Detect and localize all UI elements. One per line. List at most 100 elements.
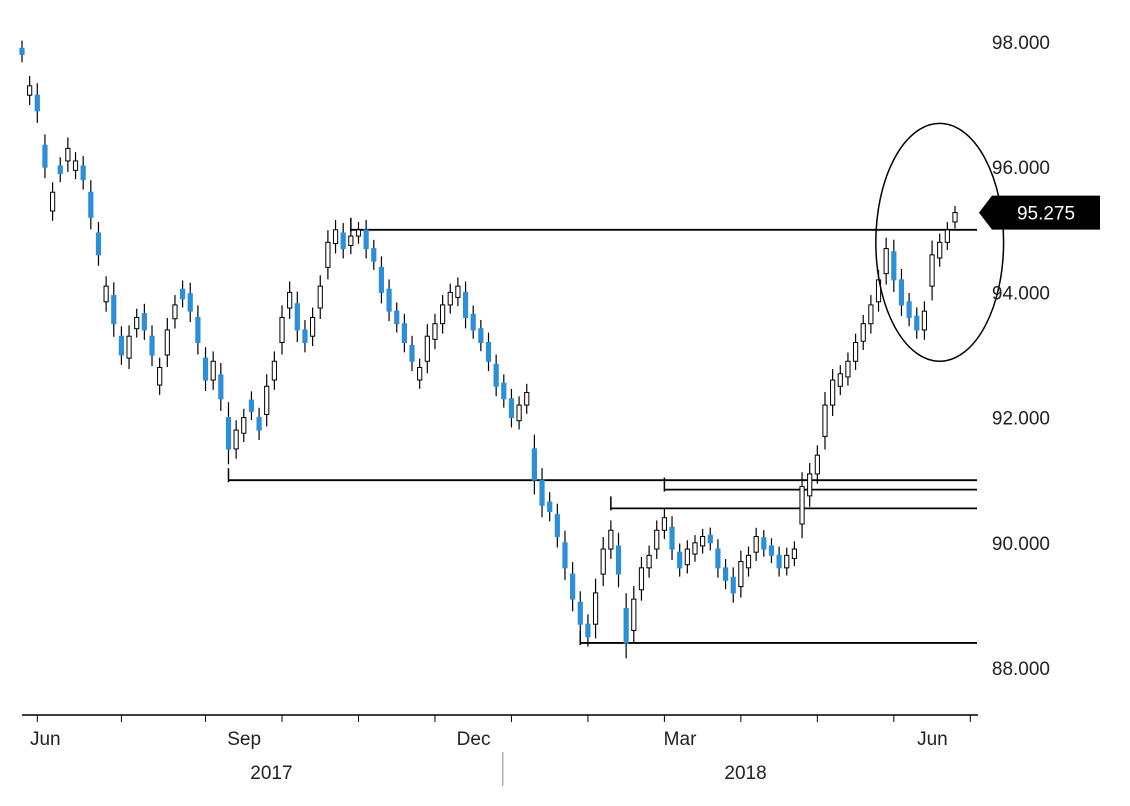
candle (332, 219, 339, 254)
candle-body-up (447, 291, 453, 306)
candle-body-down (615, 545, 622, 575)
candle (348, 227, 354, 255)
candle (722, 559, 729, 590)
candle (287, 281, 293, 320)
candle-body-up (852, 341, 859, 362)
candle-body-down (363, 229, 369, 250)
candle-body-up (845, 360, 851, 378)
y-tick-label: 90.000 (992, 534, 1050, 555)
candle (19, 40, 25, 63)
candle (103, 276, 109, 312)
candle-body-up (455, 285, 461, 298)
x-year-label: 2017 (250, 763, 292, 784)
candle-body-down (493, 363, 499, 387)
candle-body-down (501, 382, 507, 400)
candle (807, 462, 813, 507)
candle-body-up (944, 229, 950, 243)
candle-body-up (860, 323, 866, 342)
candle-body-up (600, 548, 606, 575)
candle (898, 268, 905, 316)
candle-body-up (310, 316, 316, 337)
candle-body-up (210, 360, 216, 381)
candle (570, 562, 576, 612)
candle-body-up (264, 385, 270, 415)
candle (95, 221, 102, 266)
candle-body-up (784, 554, 790, 569)
candle-body-down (149, 335, 155, 356)
candle-body-down (88, 191, 94, 218)
candle (386, 279, 392, 322)
candle-body-down (669, 526, 675, 550)
candle (409, 335, 415, 372)
candle-body-up (921, 310, 928, 331)
candle-body-down (409, 345, 415, 362)
candle (577, 591, 583, 636)
candle-body-down (577, 601, 583, 625)
candle-body-down (141, 313, 147, 331)
candle-body-up (126, 335, 132, 359)
candle-body-down (776, 554, 782, 569)
candle (852, 333, 859, 371)
candle (141, 303, 147, 340)
candle-body-down (57, 165, 63, 174)
candle-body-down (386, 288, 392, 312)
candle-body-up (287, 291, 293, 309)
candle-body-up (103, 285, 109, 303)
candle-body-down (531, 448, 537, 481)
candle-body-down (19, 47, 25, 56)
candle-body-down (585, 623, 591, 638)
candle (692, 535, 698, 562)
candle (279, 305, 285, 355)
candle-body-down (554, 514, 560, 538)
candle (684, 540, 690, 574)
candle-body-down (225, 417, 232, 450)
candle-body-up (791, 548, 798, 559)
candle-body-up (937, 241, 943, 259)
candle (202, 347, 209, 391)
candle (470, 305, 476, 339)
candle (944, 222, 950, 250)
highlight-circle (875, 122, 1005, 363)
candle (799, 472, 805, 539)
candle (600, 537, 606, 587)
candle (27, 75, 33, 106)
candle (615, 532, 622, 588)
candle (830, 369, 836, 417)
candle (248, 391, 255, 421)
candle-body-down (730, 576, 736, 594)
candle (539, 468, 545, 518)
candle-body-up (654, 529, 660, 550)
candle (608, 520, 614, 559)
candle (547, 492, 553, 522)
candle-body-up (814, 454, 820, 475)
candle (164, 317, 170, 368)
candle (210, 351, 216, 390)
candle-body-down (42, 144, 48, 168)
candle-body-down (478, 328, 484, 343)
candle-body-up (745, 554, 752, 569)
candle (845, 352, 851, 386)
candle (761, 530, 767, 557)
candle (646, 545, 652, 578)
candle (34, 83, 40, 123)
candle (432, 313, 438, 350)
candle (325, 230, 331, 280)
candle-body-down (707, 534, 713, 544)
candle (80, 156, 86, 190)
candle (42, 134, 48, 179)
candle-body-up (661, 517, 667, 531)
candle-body-up (646, 554, 652, 569)
candle (814, 445, 820, 484)
candle-body-down (508, 398, 515, 419)
candle-body-down (898, 279, 905, 306)
candle-body-up (592, 592, 599, 625)
candle (371, 239, 377, 270)
candle-body-down (218, 374, 224, 400)
candle (401, 313, 407, 353)
candle-body-up (172, 304, 178, 320)
candle-body-up (684, 548, 690, 566)
x-month-label: Mar (664, 729, 697, 750)
candle (929, 240, 935, 301)
candle (891, 239, 897, 292)
candle (187, 282, 193, 323)
